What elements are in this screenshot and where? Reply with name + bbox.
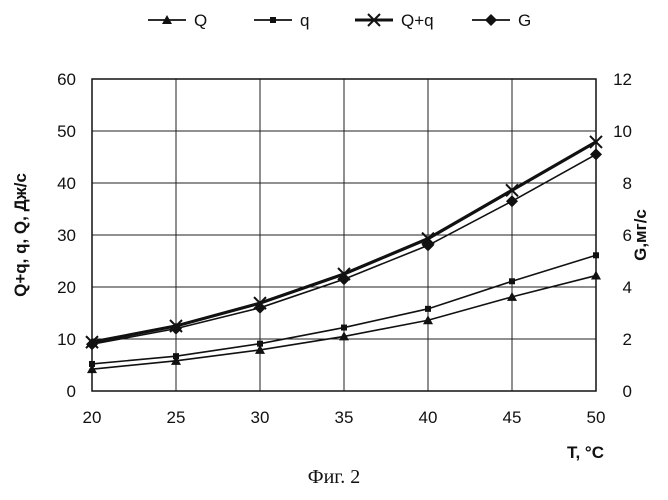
x-tick-label: 35 <box>335 408 354 427</box>
x-tick-label: 30 <box>251 408 270 427</box>
y-tick-label: 10 <box>57 330 76 349</box>
legend-label: Q <box>194 11 207 30</box>
y2-tick-label: 4 <box>623 278 632 297</box>
data-point <box>173 353 179 359</box>
legend-marker <box>485 14 497 26</box>
grid-lines <box>92 79 596 391</box>
x-tick-label: 25 <box>167 408 186 427</box>
y-tick-label: 30 <box>57 226 76 245</box>
legend-item: G <box>472 11 531 30</box>
x-tick-label: 20 <box>83 408 102 427</box>
y-tick-label: 50 <box>57 122 76 141</box>
figure-caption: Фиг. 2 <box>0 466 668 489</box>
legend-item: q <box>254 11 309 30</box>
data-point <box>89 361 95 367</box>
tick-labels: 010203040506002468101220253035404550 <box>57 70 632 427</box>
data-point <box>593 252 599 258</box>
data-point <box>425 306 431 312</box>
data-point <box>257 341 263 347</box>
y2-tick-label: 10 <box>613 122 632 141</box>
x-axis-title: T, °C <box>567 443 604 462</box>
y2-tick-label: 2 <box>623 330 632 349</box>
legend: Qq Q+q G <box>148 11 531 30</box>
y-tick-label: 60 <box>57 70 76 89</box>
y2-tick-label: 12 <box>613 70 632 89</box>
data-point <box>509 278 515 284</box>
y-tick-label: 40 <box>57 174 76 193</box>
x-tick-label: 40 <box>419 408 438 427</box>
legend-marker <box>270 17 276 23</box>
legend-label: G <box>518 11 531 30</box>
y2-tick-label: 0 <box>623 382 632 401</box>
y2-axis-title: G,мг/с <box>631 209 650 261</box>
legend-item: Q+q <box>355 11 434 30</box>
data-point <box>591 271 601 280</box>
data-point <box>590 148 602 160</box>
y-axis-title: Q+q, q, Q, Дж/с <box>11 173 30 297</box>
x-tick-label: 45 <box>503 408 522 427</box>
legend-item: Q <box>148 11 207 30</box>
y2-tick-label: 8 <box>623 174 632 193</box>
data-point <box>341 325 347 331</box>
data-point <box>506 195 518 207</box>
legend-label: Q+q <box>401 11 434 30</box>
legend-label: q <box>300 11 309 30</box>
y-tick-label: 20 <box>57 278 76 297</box>
x-tick-label: 50 <box>587 408 606 427</box>
y-tick-label: 0 <box>67 382 76 401</box>
